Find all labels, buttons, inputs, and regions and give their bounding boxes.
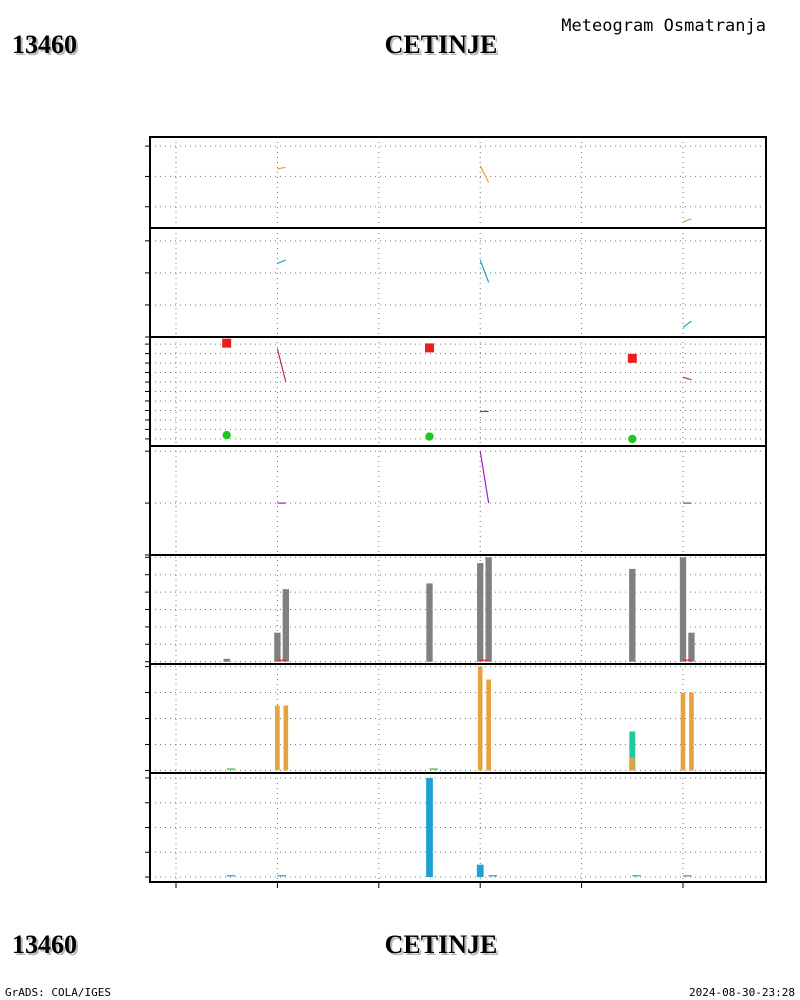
footer-credit: GrADS: COLA/IGES <box>5 986 111 999</box>
bar <box>477 666 483 771</box>
station-id-bottom-shadow: 13460 <box>14 932 79 961</box>
bar <box>426 777 433 878</box>
series-segment <box>682 320 692 328</box>
series-segment <box>277 259 287 264</box>
max-temp-point <box>222 338 232 348</box>
bar <box>485 557 492 662</box>
bar <box>680 692 686 771</box>
footer-timestamp: 2024-08-30-23:28 <box>689 986 795 999</box>
series-segment <box>682 376 692 381</box>
series-segment <box>682 218 692 223</box>
panel-5 <box>145 663 767 774</box>
bar <box>629 731 636 771</box>
station-name-top: CETINJE <box>385 30 498 59</box>
station-id-top: 13460 <box>12 30 77 59</box>
station-name-bottom-shadow: CETINJE <box>387 932 500 961</box>
series-segment <box>479 259 490 283</box>
min-temp-point <box>628 434 637 444</box>
panel-3 <box>145 445 767 556</box>
bar <box>629 757 635 771</box>
min-temp-point <box>222 430 231 440</box>
station-id-shadow: 13460 <box>14 32 79 61</box>
bar <box>283 705 289 771</box>
panel-1 <box>145 227 767 338</box>
bar <box>689 692 694 771</box>
bar <box>688 632 695 662</box>
panel-frame <box>149 227 767 338</box>
station-name-bottom: CETINJE <box>385 930 498 959</box>
max-temp-point <box>627 353 637 363</box>
panel-6 <box>145 772 767 883</box>
bar <box>274 632 281 662</box>
series-segment <box>276 348 287 383</box>
bottom-time-axis <box>175 882 684 888</box>
panel-frame <box>149 336 767 447</box>
panel-4 <box>145 554 767 665</box>
bar <box>282 589 290 662</box>
bar <box>476 864 484 878</box>
bar <box>629 568 636 662</box>
max-temp-point <box>425 343 434 353</box>
chart-title: Meteogram Osmatranja <box>561 16 766 36</box>
panels <box>145 136 767 883</box>
panel-frame <box>149 136 767 229</box>
bar <box>477 563 484 662</box>
bar <box>486 679 491 771</box>
panel-frame <box>149 554 767 665</box>
series-segment <box>479 451 490 504</box>
bar <box>275 705 280 771</box>
panel-2 <box>145 336 767 447</box>
series-segment <box>479 165 490 183</box>
panel-frame <box>149 445 767 556</box>
series-segment <box>277 166 286 170</box>
panel-frame <box>149 772 767 883</box>
bar <box>679 557 687 662</box>
bar <box>223 658 230 662</box>
panel-0 <box>145 136 767 229</box>
bar <box>426 583 433 662</box>
panel-frame <box>149 663 767 774</box>
station-id-bottom: 13460 <box>12 930 77 959</box>
station-name-shadow: CETINJE <box>387 32 500 61</box>
min-temp-point <box>425 432 434 441</box>
